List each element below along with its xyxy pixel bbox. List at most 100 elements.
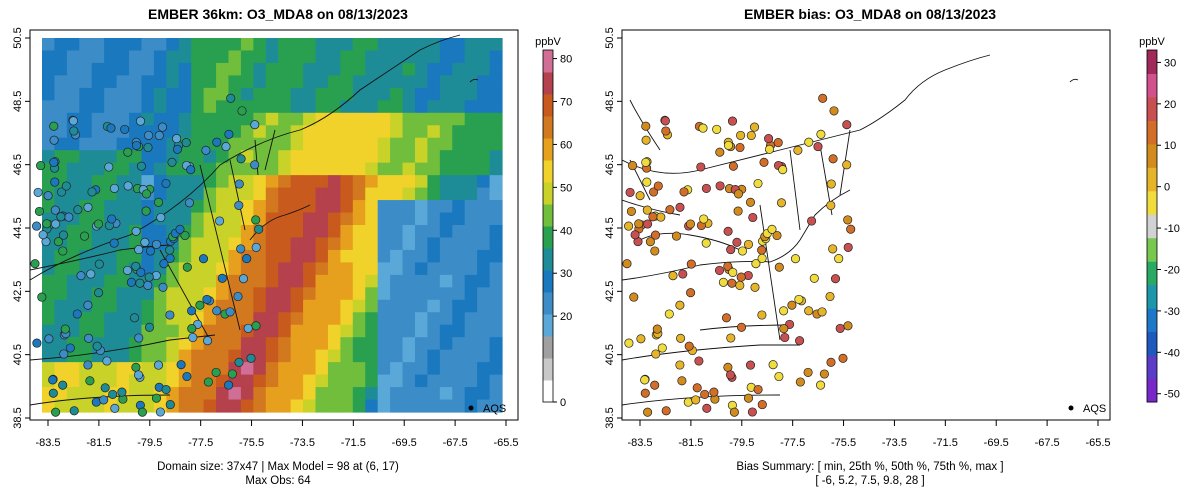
aqs-site-marker [141,189,152,199]
bias-site-marker [804,306,814,316]
bias-site-marker [757,310,767,320]
grid-cell [178,112,192,126]
grid-cell [278,374,292,388]
grid-cell [464,374,478,388]
bias-site-marker [735,280,745,290]
aqs-site-marker [49,157,59,167]
aqs-site-marker [182,371,192,382]
grid-cell [290,312,304,326]
grid-cell [427,162,441,176]
grid-cell [104,137,118,151]
grid-cell [191,200,205,214]
aqs-site-marker [154,130,164,141]
right-map-area [622,30,1110,420]
grid-cell [477,75,491,89]
grid-cell [91,112,105,126]
grid-cell [42,62,56,76]
grid-cell [66,237,80,251]
bias-site-marker [745,197,756,207]
grid-cell [116,274,130,288]
grid-cell [477,349,491,363]
grid-cell [327,287,341,301]
bias-site-marker [677,376,687,386]
grid-cell [439,137,453,151]
x-tick-label: -69.5 [984,437,1009,449]
grid-cell [166,212,180,226]
aqs-site-marker [94,259,104,269]
aqs-site-marker [202,294,212,304]
grid-cell [427,299,441,313]
grid-cell [265,162,279,176]
grid-cell [377,175,391,189]
grid-cell [141,50,155,64]
grid-cell [166,299,180,313]
aqs-site-marker [60,324,70,334]
grid-cell [464,162,478,176]
bias-site-marker [642,205,652,215]
grid-cell [79,100,93,114]
grid-cell [216,38,230,52]
aqs-site-marker [109,238,119,248]
grid-cell [191,262,205,276]
grid-cell [365,212,379,226]
grid-cell [340,237,354,251]
colorbar-tick-label: 40 [560,225,572,237]
grid-cell [54,262,68,276]
grid-cell [402,200,416,214]
bias-site-marker [723,362,733,372]
model-grid [42,38,503,413]
grid-cell [278,324,292,338]
grid-cell [377,50,391,64]
left-footer-line2: Max Obs: 64 [245,475,311,487]
grid-cell [54,362,68,376]
grid-cell [477,100,491,114]
grid-cell [116,362,130,376]
aqs-site-marker [226,93,236,103]
grid-cell [464,75,478,89]
grid-cell [464,137,478,151]
grid-cell [402,62,416,76]
aqs-site-marker [165,245,175,255]
grid-cell [340,399,354,413]
aqs-site-marker [227,369,237,379]
grid-cell [489,62,503,76]
grid-cell [452,38,466,52]
grid-cell [327,38,341,52]
grid-cell [253,349,267,363]
y-tick-label: 40.5 [12,344,24,365]
grid-cell [327,150,341,164]
aqs-site-marker [140,237,150,247]
grid-cell [303,50,317,64]
grid-cell [265,387,279,401]
grid-cell [129,150,143,164]
x-tick-label: -83.5 [35,437,60,449]
grid-cell [191,349,205,363]
grid-cell [390,100,404,114]
grid-cell [315,312,329,326]
colorbar-segment [543,292,553,315]
bias-site-marker [776,198,787,208]
grid-cell [315,374,329,388]
grid-cell [340,324,354,338]
aqs-site-marker [225,307,235,317]
grid-cell [402,237,416,251]
grid-cell [352,362,366,376]
grid-cell [290,225,304,239]
grid-cell [278,387,292,401]
aqs-site-marker [181,138,191,148]
bias-site-marker [813,142,823,152]
grid-cell [439,374,453,388]
grid-cell [153,324,167,338]
grid-cell [365,374,379,388]
aqs-site-marker [136,161,146,171]
grid-cell [327,337,341,351]
x-tick-label: -65.5 [1085,437,1110,449]
grid-cell [265,225,279,239]
aqs-site-marker [33,187,43,197]
bias-site-marker [641,121,651,131]
grid-cell [352,150,366,164]
grid-cell [290,249,304,263]
y-tick-label: 42.5 [604,281,616,302]
grid-cell [253,387,267,401]
aqs-site-marker [198,254,209,264]
